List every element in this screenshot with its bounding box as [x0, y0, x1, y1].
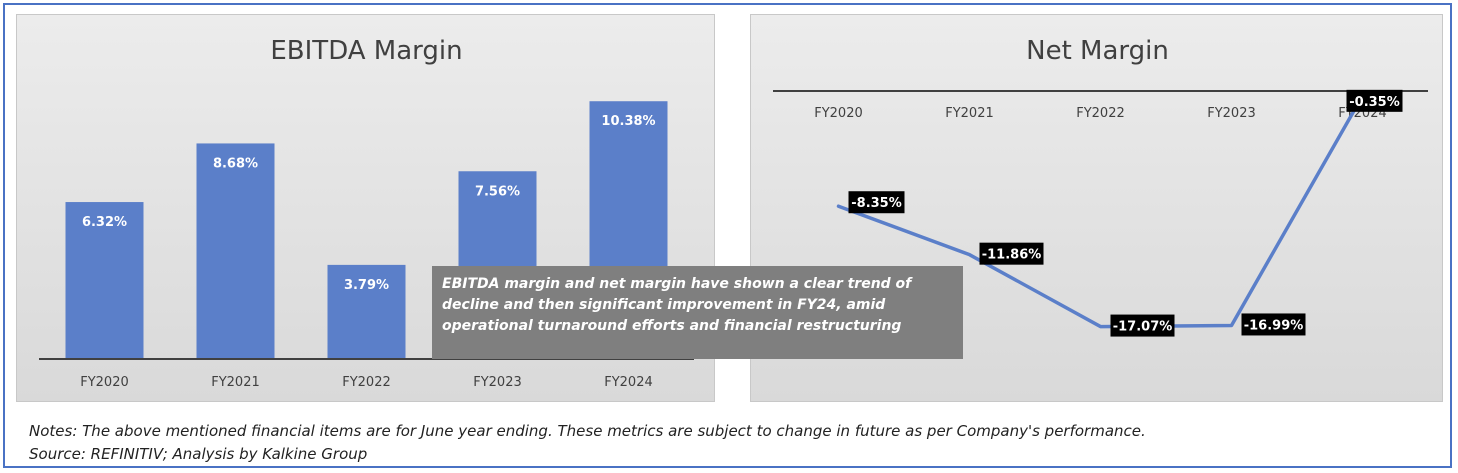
x-tick-label: FY2021	[945, 106, 994, 121]
bar-label: 7.56%	[475, 184, 520, 199]
x-tick-label: FY2020	[814, 106, 863, 121]
bar-label: 6.32%	[82, 215, 127, 230]
footer-notes: Notes: The above mentioned financial ite…	[29, 420, 1429, 466]
bar-label: 10.38%	[601, 114, 655, 129]
point-label: -17.07%	[1113, 320, 1173, 335]
bar-label: 8.68%	[213, 156, 258, 171]
chart-title: EBITDA Margin	[270, 36, 462, 66]
bar-label: 3.79%	[344, 278, 389, 293]
point-label-bg	[1110, 314, 1175, 337]
point-label-bg	[848, 191, 905, 214]
bar-fy2021	[196, 143, 275, 359]
source-text: Source: REFINITIV; Analysis by Kalkine G…	[29, 445, 368, 463]
callout-box: EBITDA margin and net margin have shown …	[432, 266, 963, 359]
point-label-bg	[979, 242, 1044, 265]
net-margin-line	[836, 94, 1365, 329]
bar-fy2022	[327, 264, 406, 359]
chart-title: Net Margin	[1026, 36, 1169, 66]
x-tick-label: FY2022	[342, 375, 391, 390]
point-label: -8.35%	[851, 196, 902, 211]
point-label-bg	[1346, 89, 1403, 112]
point-label: -11.86%	[982, 248, 1042, 263]
notes-text: Notes: The above mentioned financial ite…	[29, 422, 1146, 440]
bar-fy2020	[65, 202, 144, 359]
point-label: -0.35%	[1349, 95, 1400, 110]
x-tick-label: FY2022	[1076, 106, 1125, 121]
x-tick-label: FY2024	[604, 375, 653, 390]
x-tick-label: FY2023	[1207, 106, 1256, 121]
point-label-bg	[1241, 313, 1306, 336]
x-tick-label: FY2020	[80, 375, 129, 390]
x-tick-label: FY2021	[211, 375, 260, 390]
x-tick-label: FY2023	[473, 375, 522, 390]
point-label: -16.99%	[1244, 318, 1304, 333]
